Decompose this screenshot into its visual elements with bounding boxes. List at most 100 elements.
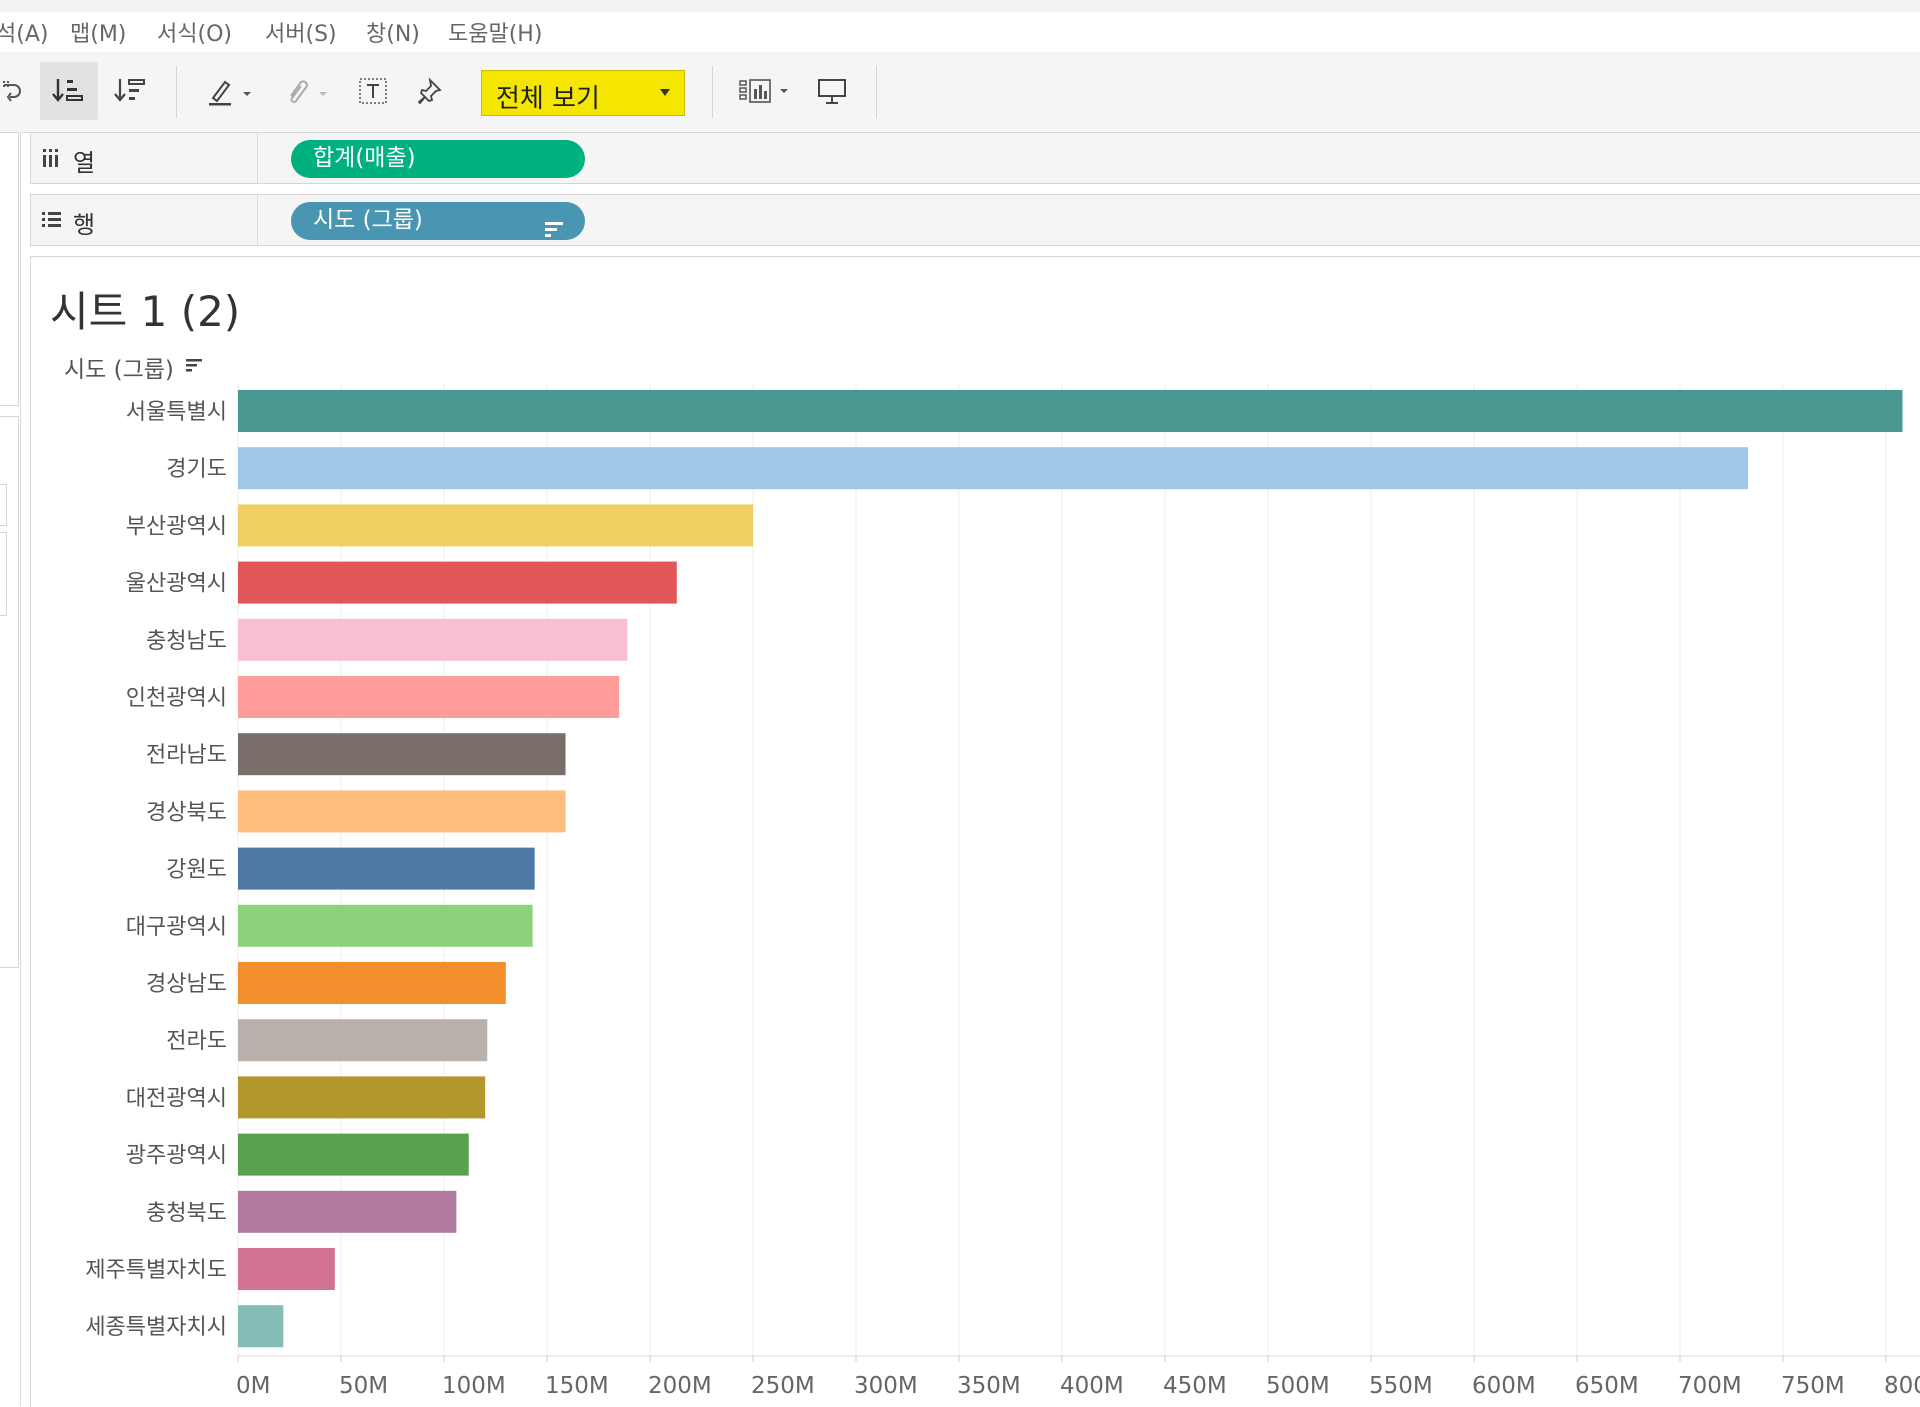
sort-descending-icon xyxy=(114,79,145,102)
swap-icon[interactable] xyxy=(0,62,26,120)
x-tick-label: 550M xyxy=(1369,1373,1433,1399)
menu-help[interactable]: 도움말(H) xyxy=(448,22,543,47)
columns-shelf: 열 합계(매출) xyxy=(30,132,1920,184)
x-tick-label: 600M xyxy=(1472,1373,1536,1399)
category-label: 광주광역시 xyxy=(126,1144,227,1169)
toolbar-separator xyxy=(876,66,877,118)
sheet-title: 시트 1 (2) xyxy=(50,287,241,336)
x-tick-label: 700M xyxy=(1678,1373,1742,1399)
rows-shelf-label: 행 xyxy=(31,195,258,245)
group-members-button[interactable] xyxy=(276,62,336,120)
menu-window[interactable]: 창(N) xyxy=(366,22,420,47)
category-label: 경상북도 xyxy=(146,800,227,825)
bar xyxy=(238,1019,488,1062)
bar xyxy=(238,1133,469,1176)
rows-pill[interactable]: 시도 (그룹) xyxy=(291,202,585,240)
x-tick-label: 450M xyxy=(1163,1373,1227,1399)
category-label: 대전광역시 xyxy=(126,1086,227,1111)
pen-icon xyxy=(209,80,251,106)
category-label: 대구광역시 xyxy=(126,915,227,940)
bar xyxy=(238,1305,284,1348)
toolbar-separator xyxy=(176,66,177,118)
bar xyxy=(238,1190,457,1233)
paperclip-icon xyxy=(290,80,327,103)
bar xyxy=(238,447,1748,490)
x-tick-label: 50M xyxy=(339,1373,388,1399)
toolbar-separator xyxy=(712,66,713,118)
left-panel-edge xyxy=(0,132,21,1406)
chevron-down-icon xyxy=(660,89,670,96)
x-tick-label: 150M xyxy=(545,1373,609,1399)
rows-icon xyxy=(41,207,63,235)
category-label: 전라남도 xyxy=(146,743,227,768)
chart-cards-icon xyxy=(739,79,788,103)
x-tick-label: 800M xyxy=(1884,1373,1920,1399)
sort-icon[interactable] xyxy=(186,358,204,378)
show-mark-labels-button[interactable] xyxy=(352,62,394,120)
x-tick-label: 650M xyxy=(1575,1373,1639,1399)
highlight-button[interactable] xyxy=(200,62,260,120)
sort-ascending-button[interactable] xyxy=(40,62,98,120)
x-tick-label: 0M xyxy=(236,1373,270,1399)
bar xyxy=(238,904,533,947)
x-tick-label: 750M xyxy=(1781,1373,1845,1399)
bar xyxy=(238,390,1903,432)
category-label: 경상남도 xyxy=(146,972,227,997)
pin-icon xyxy=(418,77,442,105)
menu-bar: 석(A) 맵(M) 서식(O) 서버(S) 창(N) 도움말(H) xyxy=(0,12,1920,53)
bar xyxy=(238,618,628,661)
left-panel-control[interactable] xyxy=(0,532,7,616)
category-label: 전라도 xyxy=(166,1029,227,1054)
bar xyxy=(238,790,566,833)
bar xyxy=(238,676,620,718)
x-tick-label: 200M xyxy=(648,1373,712,1399)
columns-icon xyxy=(41,145,61,173)
row-header-title[interactable]: 시도 (그룹) xyxy=(64,357,174,383)
sort-descending-button[interactable] xyxy=(106,62,156,120)
bar xyxy=(238,504,753,547)
rows-pill-label: 시도 (그룹) xyxy=(313,207,423,233)
fix-axes-button[interactable] xyxy=(412,62,452,120)
fit-dropdown[interactable]: 전체 보기 xyxy=(481,70,685,116)
presentation-mode-button[interactable] xyxy=(812,62,852,120)
rows-shelf: 행 시도 (그룹) xyxy=(30,194,1920,246)
bar xyxy=(238,561,677,604)
window-top-strip xyxy=(0,0,1920,12)
category-label: 세종특별자치시 xyxy=(85,1315,227,1340)
bar xyxy=(238,1076,486,1119)
x-tick-label: 500M xyxy=(1266,1373,1330,1399)
bar xyxy=(238,847,535,890)
category-label: 제주특별자치도 xyxy=(85,1258,227,1283)
category-label: 인천광역시 xyxy=(126,686,227,711)
menu-format[interactable]: 서식(O) xyxy=(157,22,232,47)
fit-dropdown-label: 전체 보기 xyxy=(496,84,600,114)
rows-shelf-name: 행 xyxy=(73,211,96,239)
columns-pill[interactable]: 합계(매출) xyxy=(291,140,585,178)
columns-shelf-label: 열 xyxy=(31,133,258,183)
menu-map[interactable]: 맵(M) xyxy=(70,22,127,47)
category-label: 경기도 xyxy=(166,457,227,482)
category-label: 강원도 xyxy=(166,858,227,883)
x-tick-label: 350M xyxy=(957,1373,1021,1399)
bar xyxy=(238,1248,335,1290)
left-panel-control[interactable] xyxy=(0,484,7,526)
category-label: 충청남도 xyxy=(146,629,227,654)
menu-analysis[interactable]: 석(A) xyxy=(0,22,49,47)
show-me-cards-button[interactable] xyxy=(732,62,796,120)
text-label-icon xyxy=(359,78,387,104)
category-label: 서울특별시 xyxy=(126,400,227,425)
presentation-icon xyxy=(818,79,846,104)
menu-server[interactable]: 서버(S) xyxy=(265,22,337,47)
bar xyxy=(238,733,566,776)
columns-shelf-name: 열 xyxy=(73,149,96,177)
sort-ascending-icon xyxy=(52,79,83,102)
category-label: 부산광역시 xyxy=(126,514,227,539)
x-tick-label: 250M xyxy=(751,1373,815,1399)
category-label: 울산광역시 xyxy=(126,572,227,597)
bar xyxy=(238,962,506,1004)
x-tick-label: 100M xyxy=(442,1373,506,1399)
sort-icon xyxy=(545,212,563,248)
x-tick-label: 400M xyxy=(1060,1373,1124,1399)
category-label: 충청북도 xyxy=(146,1201,227,1226)
